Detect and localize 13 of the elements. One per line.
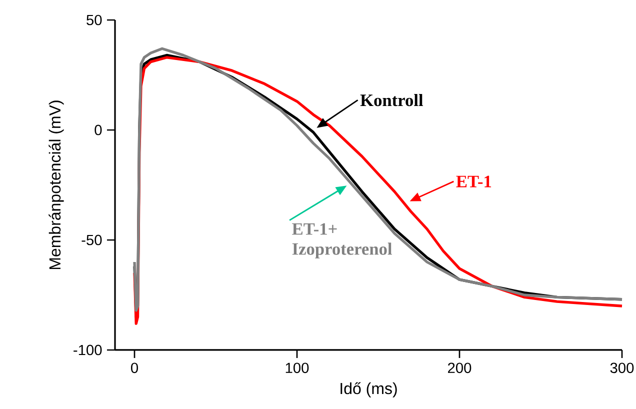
x-tick-label: 0 <box>130 362 138 374</box>
y-tick-label: -100 <box>74 344 102 356</box>
annotation: ET-1+ Izoproterenol <box>292 223 392 258</box>
y-tick-label: 50 <box>86 14 102 26</box>
x-tick-label: 100 <box>286 362 309 374</box>
x-tick-label: 200 <box>448 362 472 374</box>
annotation: Kontroll <box>360 94 424 106</box>
y-axis-title: Membránpotenciál (mV) <box>48 100 64 270</box>
y-tick-label: -50 <box>82 234 102 246</box>
y-tick-label: 0 <box>94 124 102 136</box>
x-axis-title: Idő (ms) <box>340 382 397 398</box>
annotation: ET-1 <box>456 176 492 188</box>
x-tick-label: 300 <box>610 362 634 374</box>
